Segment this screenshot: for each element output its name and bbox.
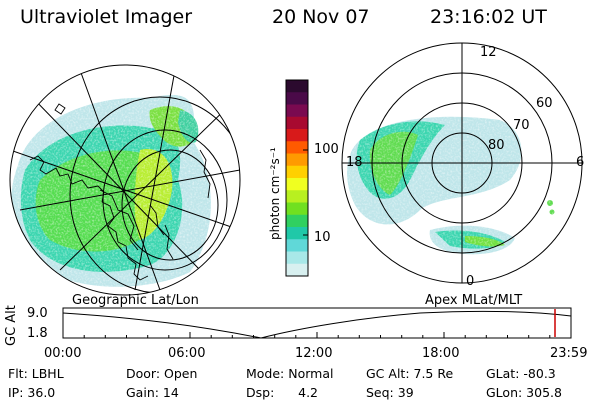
info-filter: Flt: LBHL bbox=[8, 366, 64, 381]
info-seq: Seq: 39 bbox=[366, 385, 414, 400]
colorbar-tick-10: 10 bbox=[314, 230, 331, 245]
alt-xtick-2359: 23:59 bbox=[550, 346, 588, 361]
info-dsp: Dsp: 4.2 bbox=[246, 385, 319, 400]
geographic-map-panel bbox=[9, 64, 241, 296]
info-glat: GLat: -80.3 bbox=[486, 366, 556, 381]
apex-polar-panel bbox=[341, 42, 583, 284]
alt-xtick-1800: 18:00 bbox=[422, 346, 460, 361]
colorbar-swatch bbox=[286, 178, 308, 191]
info-gc-alt: GC Alt: 7.5 Re bbox=[366, 366, 454, 381]
altitude-curve bbox=[62, 310, 572, 339]
info-door: Door: Open bbox=[126, 366, 198, 381]
mlat-label-80: 80 bbox=[488, 138, 505, 153]
alt-ytick-min: 1.8 bbox=[27, 326, 48, 341]
alt-plot-ylabel: GC Alt bbox=[4, 305, 19, 346]
info-mode: Mode: Normal bbox=[246, 366, 334, 381]
instrument-title: Ultraviolet Imager bbox=[20, 6, 193, 28]
altitude-plot-ticks bbox=[62, 332, 572, 338]
geographic-emission-image bbox=[10, 65, 240, 295]
date-label: 20 Nov 07 bbox=[272, 6, 370, 28]
alt-ytick-max: 9.0 bbox=[27, 306, 48, 321]
polar-grid bbox=[341, 42, 583, 284]
mlt-label-0: 0 bbox=[466, 274, 475, 289]
colorbar-swatch bbox=[286, 104, 308, 118]
alt-xtick-1200: 12:00 bbox=[295, 346, 333, 361]
mlt-label-18: 18 bbox=[346, 155, 363, 170]
colorbar-swatch bbox=[286, 116, 308, 130]
coastlines bbox=[29, 103, 211, 281]
colorbar-swatch bbox=[286, 227, 308, 240]
left-panel-caption: Geographic Lat/Lon bbox=[72, 293, 199, 308]
colorbar bbox=[285, 79, 309, 277]
time-label: 23:16:02 UT bbox=[430, 6, 547, 28]
mlat-label-70: 70 bbox=[513, 118, 530, 133]
colorbar-swatch bbox=[286, 153, 308, 167]
colorbar-swatch bbox=[286, 80, 308, 93]
alt-xtick-0600: 06:00 bbox=[168, 346, 206, 361]
altitude-plot bbox=[62, 307, 572, 339]
colorbar-tick-100: 100 bbox=[314, 142, 339, 157]
right-panel-caption: Apex MLat/MLT bbox=[425, 293, 523, 308]
colorbar-swatch bbox=[286, 251, 308, 265]
colorbar-swatch bbox=[286, 129, 308, 142]
colorbar-swatch bbox=[286, 165, 308, 179]
geographic-limb bbox=[9, 64, 241, 296]
colorbar-swatch bbox=[286, 190, 308, 203]
colorbar-swatch bbox=[286, 202, 308, 216]
mlt-label-6: 6 bbox=[576, 155, 585, 170]
colorbar-swatch bbox=[286, 92, 308, 105]
mlt-label-12: 12 bbox=[480, 45, 497, 60]
colorbar-frame bbox=[285, 79, 309, 277]
colorbar-swatch bbox=[286, 214, 308, 228]
colorbar-swatch bbox=[286, 141, 308, 154]
info-glon: GLon: 305.8 bbox=[486, 385, 562, 400]
colorbar-swatch bbox=[286, 239, 308, 252]
info-gain: Gain: 14 bbox=[126, 385, 179, 400]
colorbar-swatch bbox=[286, 263, 308, 277]
info-ip: IP: 36.0 bbox=[8, 385, 56, 400]
colorbar-unit-label: photon cm⁻²s⁻¹ bbox=[268, 147, 282, 240]
alt-xtick-0000: 00:00 bbox=[44, 346, 82, 361]
mlat-label-60: 60 bbox=[536, 96, 553, 111]
